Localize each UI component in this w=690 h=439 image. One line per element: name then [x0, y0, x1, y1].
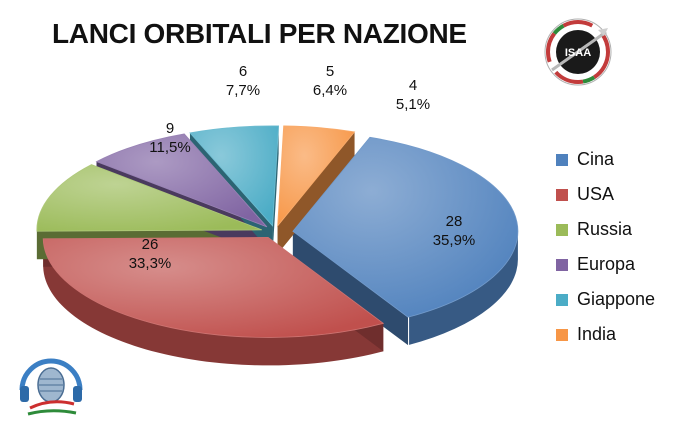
podcast-microphone-logo: [19, 358, 83, 416]
pie-slice-russia: [36, 164, 262, 232]
pie-slice-side-cina: [409, 230, 518, 345]
legend-label-russia: Russia: [577, 219, 633, 239]
slice-percent-giappone: 6,4%: [313, 82, 347, 99]
legend-item-giappone: Giappone: [556, 282, 655, 317]
slice-value-cina: 28: [446, 213, 463, 230]
legend-swatch-usa: [556, 188, 568, 201]
slice-percent-europa: 7,7%: [226, 82, 260, 99]
slice-value-giappone: 5: [326, 63, 334, 80]
slice-percent-usa: 33,3%: [129, 255, 172, 272]
legend-item-cina: Cina: [556, 142, 655, 177]
isaa-logo: ISAA: [544, 18, 612, 86]
pie-slice-usa: [42, 237, 385, 338]
slice-percent-russia: 11,5%: [149, 139, 190, 156]
legend-label-cina: Cina: [577, 149, 615, 169]
legend-item-europa: Europa: [556, 247, 655, 282]
pie-slice-wall-cina-1: [292, 231, 409, 346]
pie-slice-cina: [292, 136, 519, 318]
legend-swatch-giappone: [556, 293, 568, 306]
legend-swatch-cina: [556, 153, 568, 166]
legend-label-giappone: Giappone: [577, 289, 656, 309]
legend-item-usa: USA: [556, 177, 655, 212]
pie-slice-giappone: [189, 125, 280, 227]
legend-swatch-russia: [556, 223, 568, 236]
pie-slice-europa: [95, 133, 268, 228]
legend-label-india: India: [577, 324, 617, 344]
slice-value-usa: 26: [142, 236, 159, 253]
pie-slice-side-usa: [43, 239, 384, 366]
legend-label-usa: USA: [577, 184, 615, 204]
legend-swatch-india: [556, 328, 568, 341]
legend-item-russia: Russia: [556, 212, 655, 247]
slice-percent-cina: 35,9%: [433, 232, 476, 249]
isaa-logo-text: ISAA: [565, 47, 591, 59]
pie-slice-wall-india-1: [277, 131, 355, 254]
slice-percent-india: 5,1%: [396, 96, 430, 113]
legend-item-india: India: [556, 317, 655, 352]
legend-label-europa: Europa: [577, 254, 636, 274]
chart-title: LANCI ORBITALI PER NAZIONE: [52, 18, 467, 49]
pie-slice-india: [277, 125, 356, 228]
slice-value-russia: 9: [166, 120, 174, 137]
chart-legend: Cina USA Russia Europa Giappone India: [556, 142, 655, 352]
slice-value-india: 4: [409, 77, 417, 94]
slice-value-europa: 6: [239, 63, 247, 80]
pie-slice-wall-giappone-1: [272, 125, 279, 254]
legend-swatch-europa: [556, 258, 568, 271]
